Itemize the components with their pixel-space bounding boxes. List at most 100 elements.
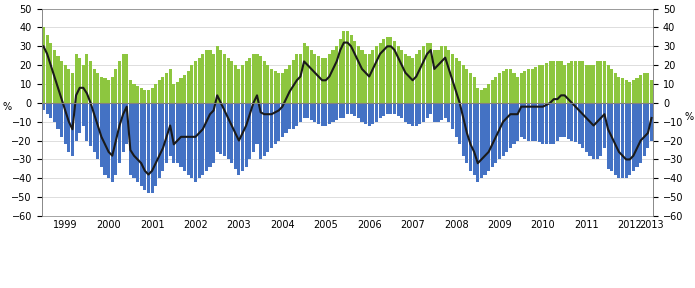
Bar (154, 84, 157, 103)
Bar (386, 103, 389, 114)
Bar (256, 103, 259, 144)
Bar (461, 103, 465, 156)
Bar (607, 103, 610, 169)
Bar (379, 43, 382, 103)
Bar (129, 80, 132, 103)
Bar (599, 61, 603, 103)
Bar (302, 103, 306, 118)
Bar (60, 103, 63, 137)
Bar (238, 69, 240, 103)
Bar (494, 77, 498, 103)
Bar (646, 103, 649, 148)
Bar (56, 103, 60, 129)
Bar (473, 103, 475, 175)
Bar (259, 103, 262, 160)
Bar (208, 50, 211, 103)
Bar (628, 103, 631, 175)
Bar (238, 103, 240, 175)
Bar (147, 103, 150, 193)
Bar (621, 78, 624, 103)
Bar (325, 58, 327, 103)
Bar (295, 103, 298, 126)
Bar (505, 69, 508, 103)
Bar (335, 103, 338, 120)
Bar (607, 65, 610, 103)
Bar (343, 31, 345, 103)
Bar (364, 54, 367, 103)
Bar (628, 82, 631, 103)
Bar (455, 103, 457, 137)
Bar (89, 61, 92, 103)
Bar (592, 65, 595, 103)
Bar (556, 103, 559, 141)
Bar (266, 103, 270, 152)
Bar (578, 61, 580, 103)
Bar (100, 77, 103, 103)
Bar (133, 103, 136, 178)
Bar (158, 80, 161, 103)
Bar (646, 73, 649, 103)
Bar (400, 50, 403, 103)
Bar (353, 103, 357, 116)
Bar (266, 65, 270, 103)
Bar (596, 61, 599, 103)
Bar (566, 103, 570, 139)
Bar (169, 103, 172, 156)
Bar (476, 88, 480, 103)
Bar (263, 103, 265, 156)
Bar (621, 103, 624, 178)
Bar (523, 71, 526, 103)
Bar (115, 103, 117, 175)
Bar (223, 54, 226, 103)
Bar (466, 69, 468, 103)
Bar (382, 39, 385, 103)
Bar (42, 103, 45, 110)
Bar (151, 88, 154, 103)
Bar (67, 69, 70, 103)
Bar (107, 80, 111, 103)
Bar (335, 46, 338, 103)
Bar (357, 46, 360, 103)
Bar (443, 46, 447, 103)
Bar (592, 103, 595, 160)
Bar (509, 69, 512, 103)
Bar (632, 103, 635, 171)
Bar (371, 50, 375, 103)
Bar (451, 103, 454, 129)
Bar (60, 61, 63, 103)
Bar (179, 103, 183, 167)
Bar (476, 103, 480, 182)
Bar (74, 103, 78, 141)
Bar (346, 103, 349, 114)
Bar (328, 103, 331, 124)
Bar (556, 61, 559, 103)
Bar (71, 103, 74, 156)
Bar (223, 103, 226, 156)
Bar (346, 31, 349, 103)
Bar (85, 54, 88, 103)
Bar (603, 103, 606, 148)
Bar (643, 73, 646, 103)
Bar (263, 61, 265, 103)
Bar (277, 73, 280, 103)
Bar (571, 61, 573, 103)
Bar (245, 61, 247, 103)
Bar (82, 65, 85, 103)
Bar (46, 103, 49, 114)
Y-axis label: %: % (685, 112, 694, 122)
Bar (215, 46, 219, 103)
Bar (520, 73, 523, 103)
Bar (270, 103, 273, 148)
Bar (205, 103, 208, 171)
Bar (176, 103, 179, 163)
Bar (212, 54, 215, 103)
Bar (270, 69, 273, 103)
Bar (350, 35, 352, 103)
Bar (82, 103, 85, 126)
Bar (357, 103, 360, 118)
Bar (523, 103, 526, 139)
Bar (161, 77, 165, 103)
Bar (480, 103, 483, 178)
Bar (491, 103, 493, 167)
Bar (136, 86, 139, 103)
